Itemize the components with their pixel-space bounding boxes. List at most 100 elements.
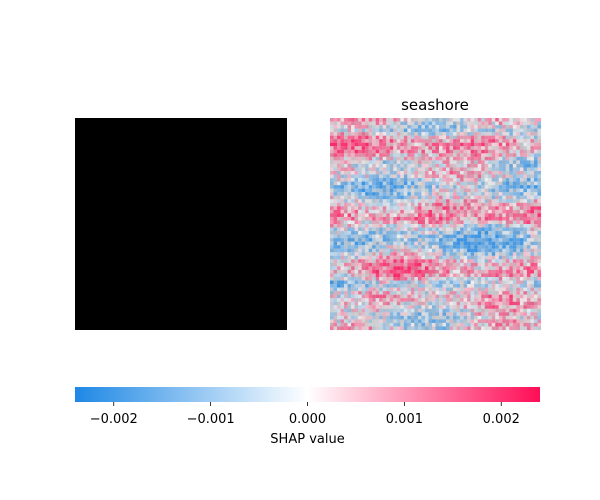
- heatmap-cell: [344, 224, 348, 228]
- heatmap-cell: [467, 209, 471, 214]
- heatmap-cell: [442, 224, 447, 228]
- heatmap-cell: [449, 121, 454, 126]
- heatmap-cell: [347, 132, 352, 136]
- heatmap-cell: [372, 153, 376, 157]
- heatmap-cell: [393, 118, 397, 122]
- heatmap-cell: [516, 227, 520, 232]
- heatmap-cell: [530, 174, 535, 179]
- heatmap-cell: [509, 125, 513, 129]
- heatmap-cell: [484, 146, 489, 150]
- heatmap-cell: [537, 234, 542, 239]
- heatmap-cell: [365, 315, 369, 320]
- colorbar-tick-label: 0.002: [483, 412, 520, 427]
- heatmap-cell: [530, 262, 535, 267]
- heatmap-cell: [488, 153, 492, 157]
- heatmap-cell: [337, 142, 341, 147]
- heatmap-cell: [424, 220, 429, 225]
- heatmap-cell: [347, 269, 352, 274]
- heatmap-cell: [439, 269, 443, 274]
- heatmap-cell: [491, 326, 496, 331]
- heatmap-cell: [375, 146, 380, 150]
- heatmap-cell: [463, 269, 468, 274]
- heatmap-cell: [516, 238, 520, 242]
- heatmap-cell: [474, 284, 478, 288]
- heatmap-cell: [410, 121, 415, 126]
- heatmap-cell: [435, 238, 440, 242]
- heatmap-cell: [481, 156, 485, 161]
- heatmap-cell: [512, 326, 517, 331]
- heatmap-cell: [393, 319, 397, 323]
- heatmap-cell: [340, 142, 345, 147]
- heatmap-cell: [382, 238, 387, 242]
- heatmap-cell: [463, 319, 468, 323]
- heatmap-cell: [414, 188, 418, 193]
- heatmap-cell: [407, 192, 411, 196]
- heatmap-cell: [526, 305, 531, 309]
- heatmap-cell: [435, 188, 440, 193]
- heatmap-cell: [442, 213, 447, 217]
- heatmap-cell: [417, 248, 422, 253]
- heatmap-cell: [474, 132, 478, 136]
- heatmap-cell: [386, 255, 390, 260]
- heatmap-cell: [533, 280, 538, 285]
- heatmap-cell: [386, 294, 390, 299]
- heatmap-cell: [333, 153, 338, 157]
- heatmap-cell: [467, 259, 471, 263]
- heatmap-cell: [354, 284, 359, 288]
- heatmap-cell: [421, 156, 425, 161]
- heatmap-cell: [488, 216, 492, 221]
- heatmap-cell: [358, 231, 362, 235]
- heatmap-cell: [491, 160, 496, 164]
- heatmap-cell: [410, 181, 415, 186]
- heatmap-cell: [509, 163, 513, 168]
- heatmap-cell: [333, 202, 338, 207]
- heatmap-cell: [347, 121, 352, 126]
- heatmap-cell: [340, 305, 345, 309]
- heatmap-cell: [460, 298, 464, 302]
- heatmap-cell: [431, 291, 436, 295]
- heatmap-cell: [358, 181, 362, 186]
- heatmap-cell: [484, 227, 489, 232]
- heatmap-cell: [368, 128, 373, 133]
- heatmap-cell: [407, 315, 411, 320]
- heatmap-cell: [337, 308, 341, 313]
- heatmap-cell: [526, 322, 531, 327]
- heatmap-cell: [530, 301, 535, 306]
- heatmap-cell: [498, 259, 503, 263]
- heatmap-cell: [368, 294, 373, 299]
- heatmap-cell: [340, 259, 345, 263]
- heatmap-cell: [407, 149, 411, 154]
- heatmap-cell: [509, 248, 513, 253]
- heatmap-cell: [403, 185, 408, 189]
- heatmap-cell: [330, 308, 334, 313]
- heatmap-cell: [337, 326, 341, 331]
- heatmap-cell: [400, 142, 404, 147]
- heatmap-cell: [491, 146, 496, 150]
- heatmap-cell: [347, 315, 352, 320]
- heatmap-cell: [502, 224, 506, 228]
- heatmap-cell: [330, 315, 334, 320]
- heatmap-cell: [442, 238, 447, 242]
- heatmap-cell: [523, 277, 527, 281]
- heatmap-cell: [368, 118, 373, 122]
- heatmap-cell: [365, 149, 369, 154]
- heatmap-cell: [330, 255, 334, 260]
- heatmap-cell: [449, 227, 454, 232]
- heatmap-cell: [442, 156, 447, 161]
- heatmap-cell: [375, 259, 380, 263]
- heatmap-cell: [512, 273, 517, 278]
- heatmap-cell: [453, 262, 457, 267]
- heatmap-cell: [351, 241, 355, 246]
- heatmap-cell: [375, 174, 380, 179]
- heatmap-cell: [393, 178, 397, 182]
- heatmap-cell: [344, 135, 348, 140]
- heatmap-cell: [379, 156, 383, 161]
- heatmap-cell: [400, 298, 404, 302]
- heatmap-cell: [453, 163, 457, 168]
- heatmap-cell: [344, 231, 348, 235]
- heatmap-cell: [400, 294, 404, 299]
- heatmap-cell: [519, 160, 524, 164]
- heatmap-cell: [431, 284, 436, 288]
- heatmap-cell: [456, 202, 461, 207]
- heatmap-cell: [330, 156, 334, 161]
